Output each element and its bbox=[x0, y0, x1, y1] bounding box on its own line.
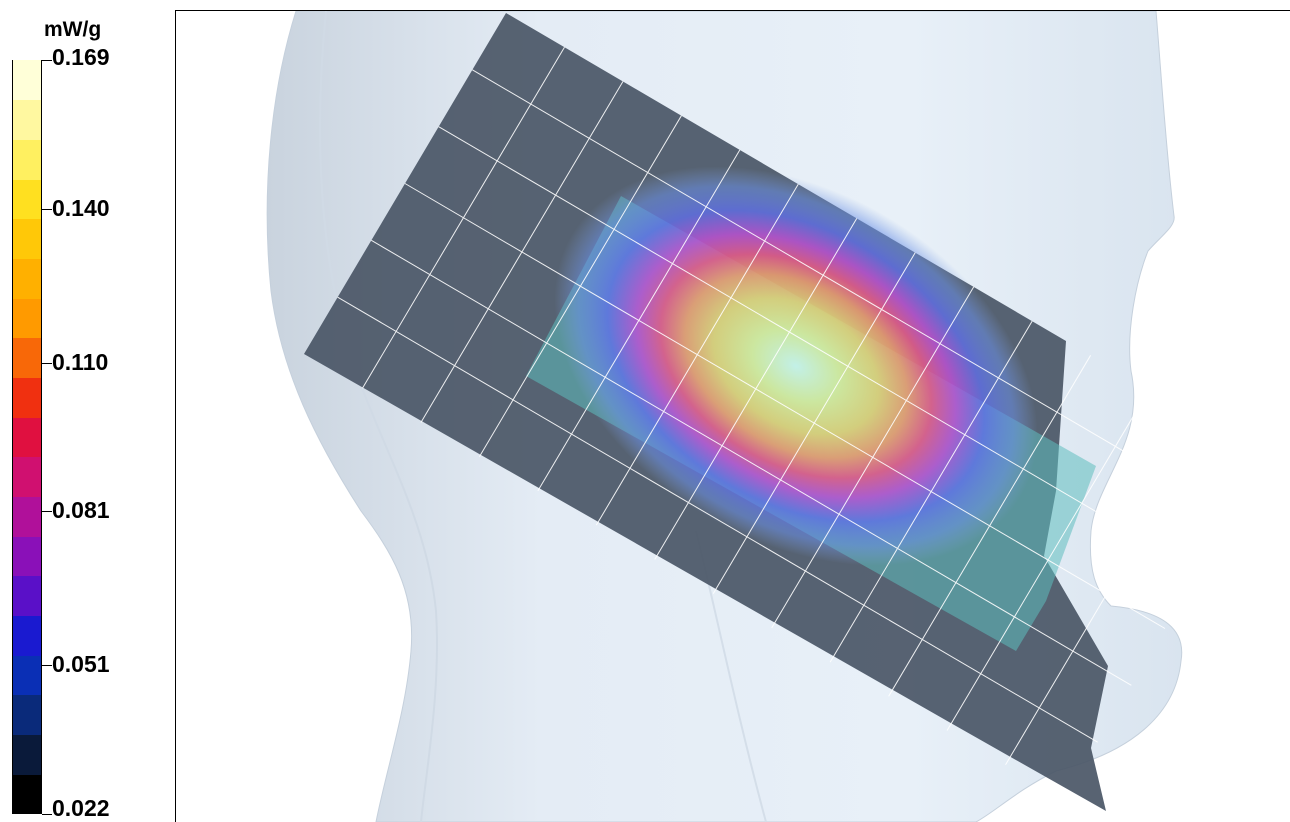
color-legend: mW/g 0.169 0.140 0.110 0.081 0.051 0.022 bbox=[0, 0, 140, 822]
legend-tick-mark bbox=[42, 208, 52, 210]
legend-tick-label: 0.169 bbox=[52, 44, 110, 70]
sar-hotspot bbox=[554, 166, 1038, 566]
colorbar-swatch bbox=[13, 615, 41, 656]
legend-tick-label: 0.140 bbox=[52, 194, 110, 221]
grid-line-along bbox=[438, 126, 1199, 573]
grid-line-along bbox=[472, 69, 1233, 516]
colorbar-swatch bbox=[13, 60, 41, 101]
colorbar-swatch bbox=[13, 258, 41, 299]
colorbar-swatch bbox=[13, 496, 41, 537]
grid-line-along bbox=[404, 183, 1166, 629]
colorbar-swatch bbox=[13, 337, 41, 378]
grid-line-along bbox=[371, 239, 1132, 686]
viewport-left-border bbox=[175, 10, 176, 822]
colorbar-swatch bbox=[13, 417, 41, 458]
legend-tick-mark bbox=[42, 665, 52, 667]
legend-tick-label: 0.081 bbox=[52, 497, 110, 524]
colorbar-swatch bbox=[13, 99, 41, 140]
legend-tick-mark bbox=[42, 814, 52, 815]
colorbar-swatch bbox=[13, 218, 41, 259]
legend-tick-label: 0.110 bbox=[52, 348, 109, 375]
legend-tick-mark bbox=[42, 511, 52, 513]
measurement-grid bbox=[337, 46, 1233, 766]
colorbar-swatch bbox=[13, 456, 41, 497]
colorbar-swatch bbox=[13, 536, 41, 577]
legend-tick-mark bbox=[42, 60, 52, 61]
colorbar-swatch bbox=[13, 298, 41, 339]
colorbar-swatch bbox=[13, 377, 41, 418]
colorbar-swatch bbox=[13, 694, 41, 736]
grid-line-along bbox=[337, 296, 1098, 743]
colorbar-swatch bbox=[13, 734, 41, 775]
colorbar-swatch bbox=[13, 655, 41, 696]
colorbar-swatch bbox=[13, 139, 41, 180]
colorbar-swatch bbox=[13, 575, 41, 617]
colorbar-swatch bbox=[13, 774, 41, 815]
colorbar-swatch bbox=[13, 179, 41, 220]
unit-label: mW/g bbox=[44, 18, 102, 41]
legend-tick-mark bbox=[42, 362, 52, 364]
legend-tick-label: 0.022 bbox=[52, 795, 110, 821]
head-inner-contour bbox=[319, 11, 439, 822]
legend-tick-label: 0.051 bbox=[52, 651, 110, 678]
colorbar bbox=[12, 60, 42, 815]
3d-viewport[interactable] bbox=[176, 11, 1290, 822]
